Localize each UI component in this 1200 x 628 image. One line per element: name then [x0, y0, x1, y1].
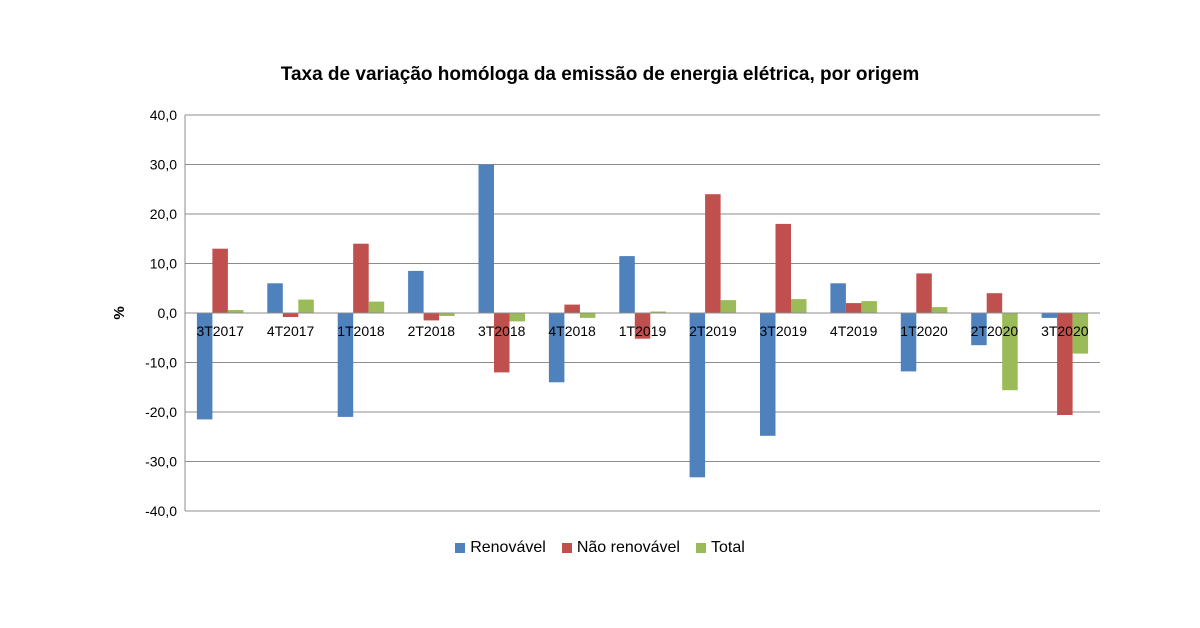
y-tick-label: -30,0: [145, 454, 177, 470]
bar-renovavel: [267, 283, 283, 313]
bar-renovavel: [760, 313, 776, 436]
bar-nao-renovavel: [353, 243, 369, 313]
y-tick-label: -10,0: [145, 355, 177, 371]
legend-swatch: [455, 543, 466, 553]
legend-label: Total: [710, 539, 745, 556]
x-tick-label: 4T2018: [548, 323, 596, 339]
bar-total: [298, 299, 314, 313]
bar-total: [861, 301, 877, 313]
x-tick-label: 4T2017: [267, 323, 315, 339]
x-tick-label: 3T2017: [196, 323, 244, 339]
bar-renovavel: [689, 313, 706, 478]
bar-nao-renovavel: [564, 304, 580, 313]
bar-renovavel: [971, 313, 987, 346]
legend-label: Não renovável: [576, 539, 680, 556]
bar-total: [368, 301, 385, 313]
x-tick-label: 2T2020: [971, 323, 1019, 339]
bar-nao-renovavel: [212, 248, 228, 313]
bar-total: [579, 313, 596, 318]
x-tick-label: 3T2019: [760, 323, 808, 339]
x-tick-label: 1T2018: [337, 323, 385, 339]
bar-total: [791, 299, 807, 313]
legend-swatch: [561, 543, 572, 553]
bar-renovavel: [1041, 313, 1058, 318]
bar-total: [931, 307, 948, 313]
bar-nao-renovavel: [1057, 313, 1073, 415]
x-tick-label: 4T2019: [830, 323, 878, 339]
bar-nao-renovavel: [423, 313, 440, 321]
bar-nao-renovavel: [916, 273, 932, 313]
bar-total: [439, 313, 455, 316]
bar-renovavel: [478, 164, 494, 313]
x-tick-label: 1T2020: [900, 323, 948, 339]
bar-renovavel: [196, 313, 213, 420]
y-tick-label: 30,0: [150, 157, 177, 173]
y-tick-label: 0,0: [158, 305, 178, 321]
y-tick-label: -40,0: [145, 503, 177, 519]
legend-label: Renovável: [470, 539, 546, 556]
bar-renovavel: [830, 283, 846, 313]
y-tick-label: -20,0: [145, 404, 177, 420]
bar-total: [1002, 313, 1018, 391]
bar-nao-renovavel: [634, 313, 651, 339]
bar-total: [509, 313, 525, 322]
legend-item: Total: [695, 539, 745, 557]
bar-renovavel: [619, 256, 635, 313]
bar-nao-renovavel: [705, 194, 721, 313]
x-tick-label: 3T2018: [478, 323, 526, 339]
x-axis-ticks: 3T2017 4T2017 1T2018 2T2018 3T2018 4T2018 1T20…: [196, 323, 1088, 339]
bar-nao-renovavel: [775, 223, 791, 313]
x-tick-label: 2T2019: [689, 323, 737, 339]
x-tick-label: 2T2018: [408, 323, 456, 339]
bar-total: [720, 300, 737, 313]
bars: [185, 164, 1100, 478]
bar-nao-renovavel: [986, 293, 1003, 313]
bar-nao-renovavel: [845, 303, 862, 313]
bar-total: [227, 310, 244, 313]
legend-item: Não renovável: [561, 539, 680, 557]
bar-nao-renovavel: [494, 313, 510, 373]
y-tick-label: 40,0: [150, 107, 177, 123]
bar-total: [1072, 313, 1089, 354]
bar-renovavel: [548, 313, 565, 383]
legend: Renovável Não renovável Total: [0, 539, 1200, 557]
bar-renovavel: [900, 313, 917, 372]
x-tick-label: 3T2020: [1041, 323, 1089, 339]
y-axis-ticks: 40,0 30,0 20,0 10,0 0,0 -10,0 -20,0 -30,0 -40,0: [145, 107, 177, 519]
bar-renovavel: [337, 313, 354, 417]
bar-total: [650, 311, 666, 313]
y-axis-label: %: [111, 306, 128, 319]
legend-item: Renovável: [455, 539, 546, 557]
bar-nao-renovavel: [282, 313, 299, 317]
x-tick-label: 1T2019: [619, 323, 667, 339]
y-tick-label: 10,0: [150, 256, 177, 272]
bar-renovavel: [408, 270, 424, 313]
y-tick-label: 20,0: [150, 206, 177, 222]
chart-title: Taxa de variação homóloga da emissão de …: [280, 64, 920, 85]
legend-swatch: [695, 543, 706, 553]
